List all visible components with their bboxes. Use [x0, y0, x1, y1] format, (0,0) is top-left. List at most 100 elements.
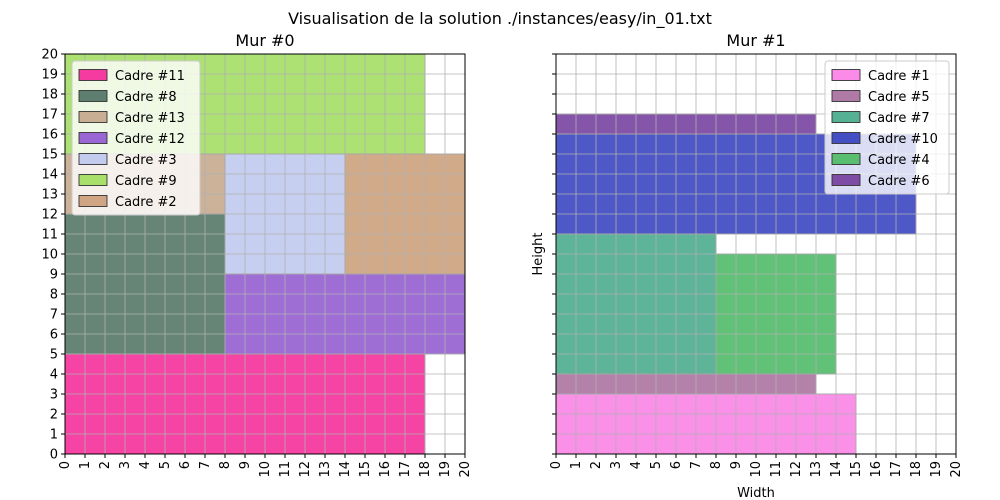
legend-swatch [831, 69, 861, 81]
x-tick-label: 20 [458, 461, 473, 478]
y-tick-label: 10 [41, 248, 58, 263]
y-axis-label: Height [531, 233, 546, 276]
y-tick-label: 6 [50, 328, 58, 343]
x-tick-label: 4 [629, 461, 644, 469]
legend-swatch [78, 69, 108, 81]
legend-swatch [831, 174, 861, 186]
panel-title: Mur #1 [726, 31, 785, 50]
x-tick-label: 10 [258, 461, 273, 478]
x-tick-label: 15 [358, 461, 373, 478]
y-tick-label: 8 [50, 288, 58, 303]
legend-swatch [78, 90, 108, 102]
y-tick-label: 9 [50, 268, 58, 283]
x-tick-label: 3 [118, 461, 133, 469]
legend-swatch [831, 111, 861, 123]
x-tick-label: 0 [58, 461, 73, 469]
y-tick-label: 5 [50, 348, 58, 363]
x-tick-label: 18 [909, 461, 924, 478]
y-tick-label: 14 [41, 168, 58, 183]
x-tick-label: 2 [589, 461, 604, 469]
x-tick-label: 17 [889, 461, 904, 478]
y-tick-label: 12 [41, 208, 58, 223]
legend-swatch [831, 153, 861, 165]
legend-entry: Cadre #2 [115, 195, 177, 210]
x-tick-label: 6 [669, 461, 684, 469]
x-axis-label: Width [737, 486, 775, 500]
x-tick-label: 13 [318, 461, 333, 478]
x-tick-label: 8 [218, 461, 233, 469]
y-tick-label: 2 [50, 408, 58, 423]
y-tick-label: 0 [50, 448, 58, 463]
x-tick-label: 14 [338, 461, 353, 478]
x-tick-label: 9 [238, 461, 253, 469]
x-tick-label: 14 [829, 461, 844, 478]
x-tick-label: 0 [549, 461, 564, 469]
y-tick-label: 7 [50, 308, 58, 323]
y-tick-label: 4 [50, 368, 58, 383]
x-tick-label: 1 [78, 461, 93, 469]
legend-entry: Cadre #13 [115, 111, 185, 126]
legend-entry: Cadre #12 [115, 132, 185, 147]
legend-swatch [78, 174, 108, 186]
x-tick-label: 5 [158, 461, 173, 469]
x-tick-label: 15 [849, 461, 864, 478]
x-tick-label: 7 [689, 461, 704, 469]
x-tick-label: 12 [789, 461, 804, 478]
legend: Cadre #1 Cadre #5 Cadre #7 Cadre #10 Cadre #… [824, 60, 950, 195]
x-tick-label: 19 [438, 461, 453, 478]
x-tick-label: 6 [178, 461, 193, 469]
legend-swatch [831, 90, 861, 102]
legend-entry: Cadre #11 [115, 69, 185, 84]
x-tick-label: 5 [649, 461, 664, 469]
legend-swatch [78, 195, 108, 207]
y-tick-label: 15 [41, 148, 58, 163]
legend-entry: Cadre #3 [115, 153, 177, 168]
legend-entry: Cadre #8 [115, 90, 177, 105]
y-tick-label: 11 [41, 228, 58, 243]
x-tick-label: 20 [949, 461, 964, 478]
y-tick-label: 13 [41, 188, 58, 203]
legend-entry: Cadre #9 [115, 174, 177, 189]
legend-swatch [78, 111, 108, 123]
x-tick-label: 18 [418, 461, 433, 478]
legend-swatch [831, 132, 861, 144]
legend-entry: Cadre #7 [868, 111, 930, 126]
x-tick-label: 11 [769, 461, 784, 478]
legend-swatch [78, 153, 108, 165]
legend-entry: Cadre #5 [868, 90, 930, 105]
y-tick-label: 17 [41, 108, 58, 123]
x-tick-label: 17 [398, 461, 413, 478]
legend-entry: Cadre #1 [868, 69, 930, 84]
figure-title: Visualisation de la solution ./instances… [288, 9, 712, 29]
x-tick-label: 16 [378, 461, 393, 478]
x-tick-label: 12 [298, 461, 313, 478]
x-tick-label: 4 [138, 461, 153, 469]
x-tick-label: 2 [98, 461, 113, 469]
y-tick-label: 18 [41, 88, 58, 103]
x-tick-label: 11 [278, 461, 293, 478]
y-tick-label: 16 [41, 128, 58, 143]
y-tick-label: 3 [50, 388, 58, 403]
chart-panel-mur-0: 0 1 2 3 4 5 6 7 8 9 10 11 12 13 14 15 16 17 18 19 2001234567… [41, 31, 473, 478]
x-tick-label: 16 [869, 461, 884, 478]
rect-cadre-5 [555, 373, 817, 395]
x-tick-label: 9 [729, 461, 744, 469]
legend-entry: Cadre #6 [868, 174, 930, 189]
legend-entry: Cadre #4 [868, 153, 930, 168]
rect-cadre-1 [555, 393, 857, 455]
y-tick-label: 20 [41, 48, 58, 63]
x-tick-label: 7 [198, 461, 213, 469]
y-tick-label: 1 [50, 428, 58, 443]
legend-swatch [78, 132, 108, 144]
rect-cadre-6 [555, 113, 817, 135]
x-tick-label: 13 [809, 461, 824, 478]
x-tick-label: 1 [569, 461, 584, 469]
y-tick-label: 19 [41, 68, 58, 83]
x-tick-label: 19 [929, 461, 944, 478]
legend: Cadre #11 Cadre #8 Cadre #13 Cadre #12 Cadre… [71, 60, 201, 216]
x-tick-label: 8 [709, 461, 724, 469]
panel-title: Mur #0 [235, 31, 294, 50]
legend-entry: Cadre #10 [868, 132, 938, 147]
